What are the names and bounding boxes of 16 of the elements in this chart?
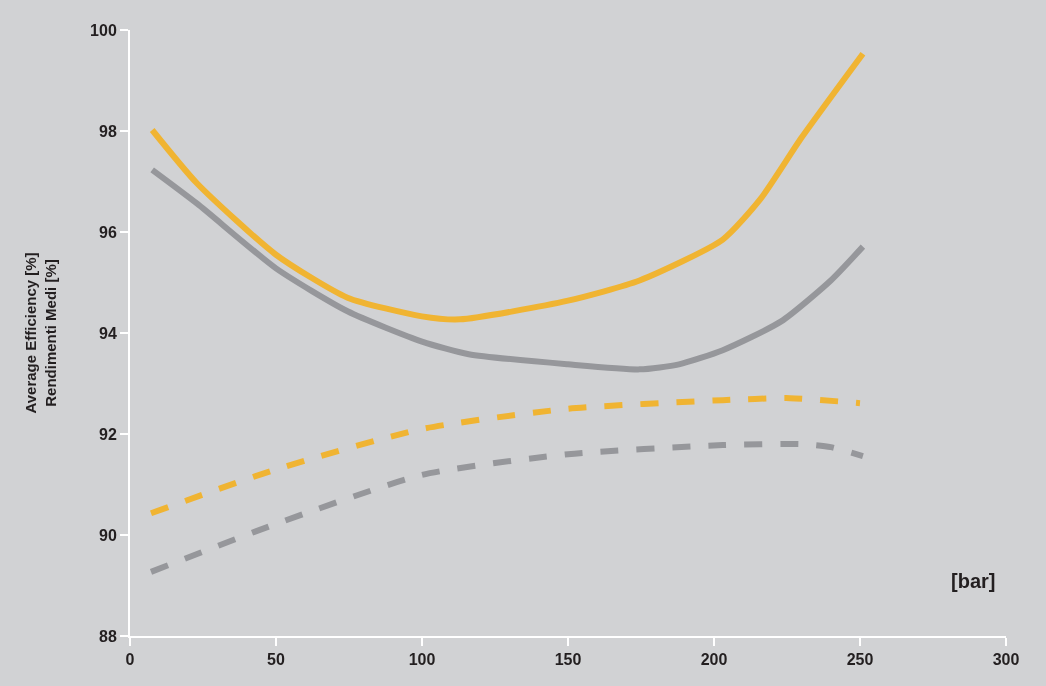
y-tick-label: 94 <box>99 324 117 342</box>
y-tick-label: 88 <box>99 627 117 645</box>
x-tick-label: 50 <box>267 651 285 669</box>
y-axis-title: Average Efficiency [%] Rendimenti Medi [%] <box>22 252 59 414</box>
y-tick-label: 92 <box>99 425 117 443</box>
y-tick-label: 96 <box>99 223 117 241</box>
y-tick-label: 100 <box>90 21 117 39</box>
x-tick-label: 250 <box>846 651 874 669</box>
y-tick-label: 98 <box>99 122 117 140</box>
x-axis-title: [bar] <box>951 570 996 592</box>
y-tick-label: 90 <box>99 526 117 544</box>
x-tick-label: 0 <box>125 651 135 669</box>
x-tick-label: 100 <box>408 651 436 669</box>
x-tick-label: 200 <box>700 651 728 669</box>
x-tick-label: 150 <box>554 651 582 669</box>
x-tick-label: 300 <box>992 651 1020 669</box>
